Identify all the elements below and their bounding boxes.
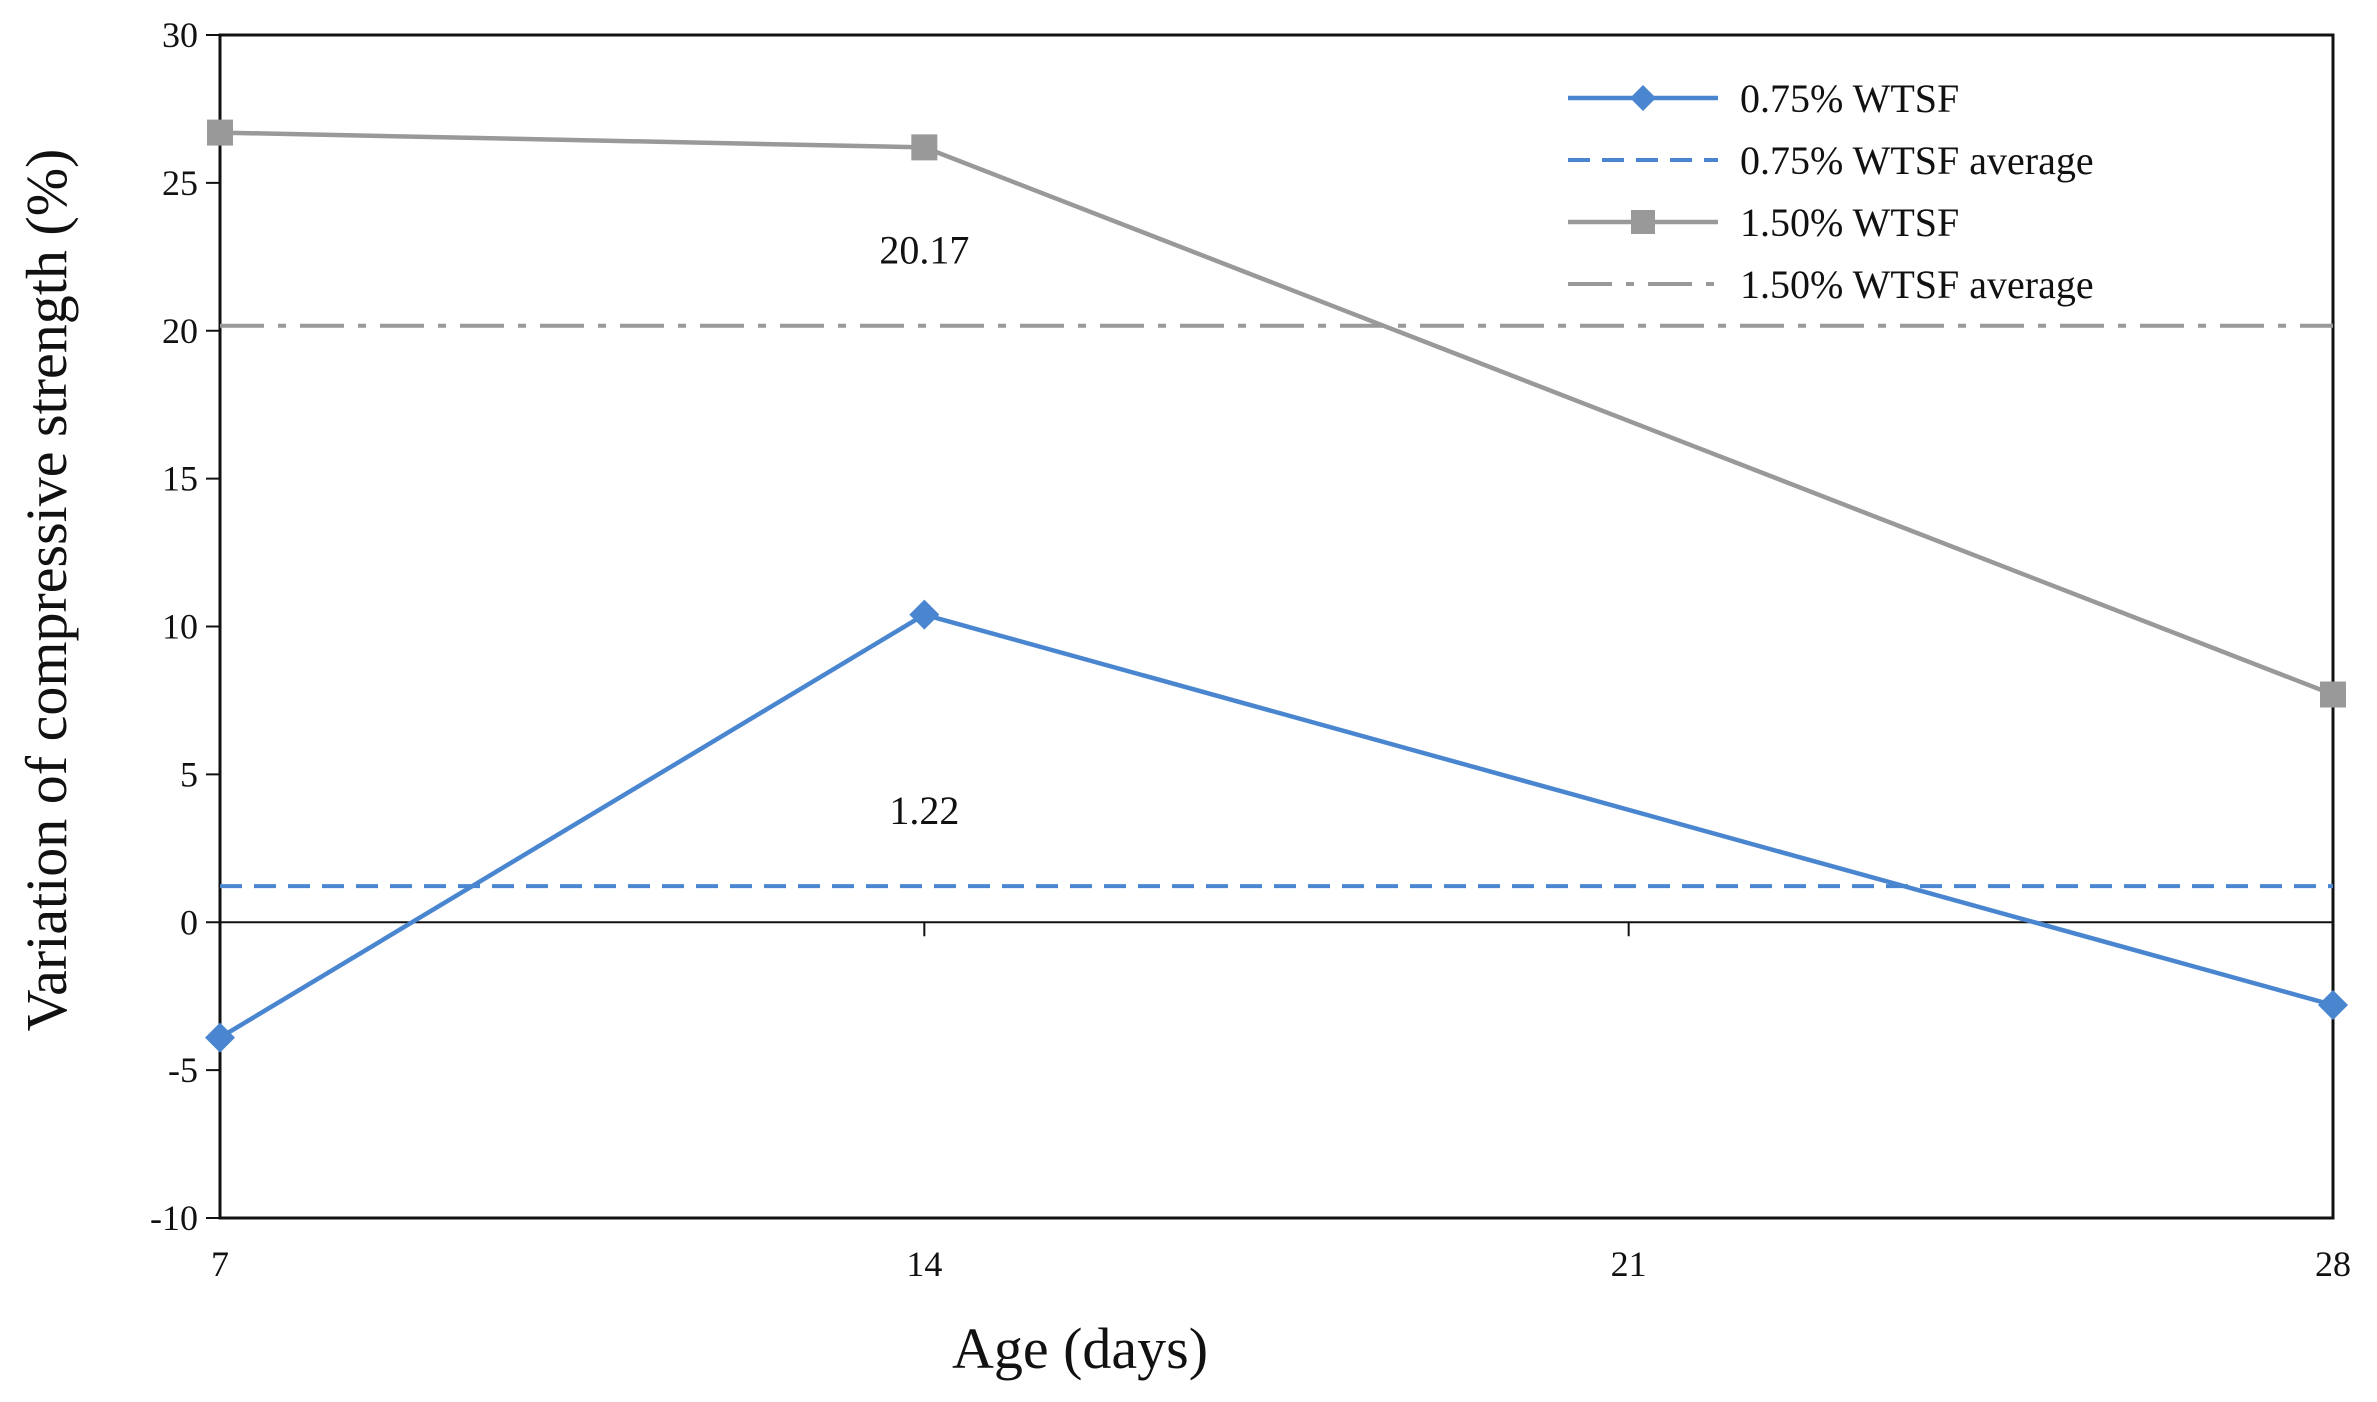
y-tick-label: -5: [168, 1050, 198, 1090]
legend-label: 1.50% WTSF average: [1740, 262, 2094, 307]
y-tick-label: 5: [180, 754, 198, 794]
diamond-marker: [205, 1022, 235, 1053]
x-axis-ticks: 7 14 21 28: [211, 922, 2351, 1284]
plot-frame-border: [218, 33, 2335, 1220]
square-marker: [911, 134, 938, 161]
x-tick-label: 7: [211, 1244, 229, 1284]
square-marker: [2320, 681, 2346, 708]
plot-frame: [218, 33, 2335, 1220]
legend-label: 1.50% WTSF: [1740, 200, 1959, 245]
y-axis-title: Variation of compressive strength (%): [14, 149, 79, 1032]
x-tick-label: 14: [906, 1244, 942, 1284]
average-value-label: 20.17: [879, 228, 969, 273]
series-markers: [205, 119, 2348, 1053]
y-tick-label: -10: [150, 1198, 198, 1238]
square-marker: [1631, 210, 1655, 234]
y-axis-ticks: -10 -5 0 5 10 15 20 25 30: [150, 15, 220, 1238]
y-tick-label: 0: [180, 902, 198, 942]
diamond-marker: [909, 599, 940, 630]
legend: 0.75% WTSF 0.75% WTSF average 1.50% WTSF 1.…: [1568, 76, 2094, 307]
legend-label: 0.75% WTSF: [1740, 76, 1959, 121]
y-tick-label: 20: [162, 311, 198, 351]
reference-lines: [220, 323, 2333, 889]
diamond-marker: [1630, 85, 1656, 111]
square-marker: [207, 119, 233, 146]
average-value-label: 1.22: [889, 788, 959, 833]
x-tick-label: 28: [2315, 1244, 2351, 1284]
y-tick-label: 30: [162, 15, 198, 55]
diamond-marker: [2318, 990, 2348, 1021]
y-tick-label: 25: [162, 163, 198, 203]
y-tick-label: 15: [162, 459, 198, 499]
series-line: [218, 612, 2334, 1040]
x-tick-label: 21: [1611, 1244, 1647, 1284]
reference-labels: 1.22 20.17: [879, 228, 969, 833]
series-line: [219, 130, 2334, 697]
y-tick-label: 10: [162, 607, 198, 647]
legend-label: 0.75% WTSF average: [1740, 138, 2094, 183]
x-axis-title: Age (days): [952, 1316, 1208, 1381]
